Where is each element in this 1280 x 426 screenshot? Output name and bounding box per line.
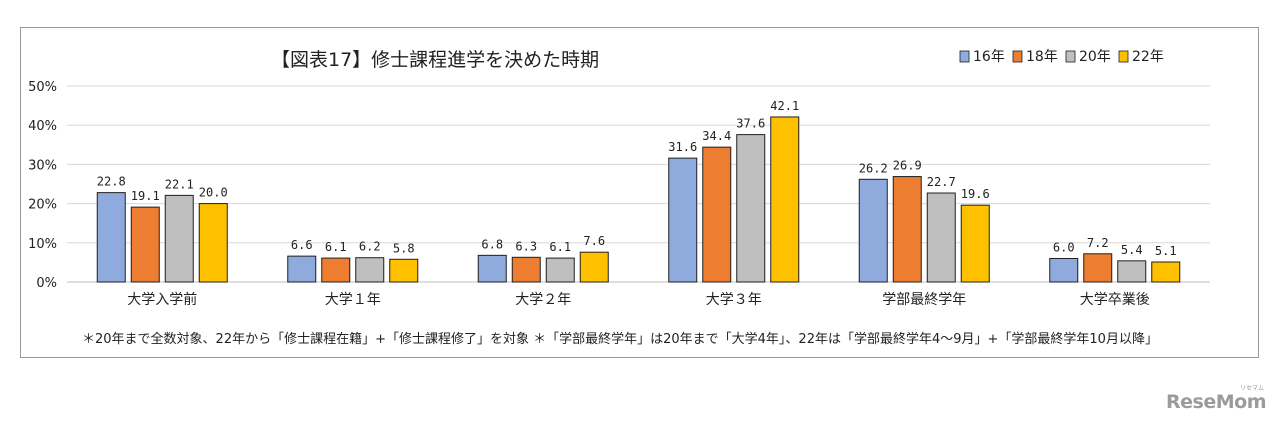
chart-frame — [20, 27, 1259, 358]
bar — [668, 157, 698, 283]
legend-swatch — [1012, 50, 1023, 63]
bar — [926, 192, 956, 283]
x-tick-label: 大学２年 — [515, 292, 571, 308]
bar — [858, 178, 888, 283]
bar — [198, 203, 228, 283]
logo-ruby: リセマム — [1239, 385, 1264, 392]
data-label: 26.2 — [859, 161, 888, 175]
legend-swatch — [1065, 50, 1076, 63]
legend-label: 20年 — [1079, 49, 1111, 65]
chart-title: 【図表17】修士課程進学を決めた時期 — [271, 49, 599, 71]
y-tick-label: 40% — [28, 119, 57, 134]
data-label: 6.1 — [549, 240, 571, 254]
bar — [1151, 261, 1181, 283]
data-label: 34.4 — [702, 129, 731, 143]
data-label: 5.1 — [1155, 244, 1177, 258]
data-label: 6.3 — [515, 239, 537, 253]
data-label: 19.6 — [961, 187, 990, 201]
y-axis-ticks: 0% 10% 20% 30% 40% 50% — [28, 80, 57, 291]
y-tick-label: 20% — [28, 198, 57, 213]
data-label: 22.1 — [165, 177, 194, 191]
legend: 16年 18年 20年 22年 — [959, 49, 1164, 65]
x-tick-label: 学部最終学年 — [882, 292, 966, 308]
data-label: 19.1 — [131, 189, 160, 203]
bar — [702, 146, 732, 283]
y-tick-label: 0% — [36, 276, 57, 291]
data-label: 7.6 — [583, 234, 605, 248]
footnote: ＊20年まで全数対象、22年から「修士課程在籍」+「修士課程修了」を対象 ＊「学… — [82, 332, 1158, 347]
bar — [164, 194, 194, 283]
bars — [96, 116, 1181, 283]
bar — [130, 206, 160, 283]
resemom-logo: ReseMom リセマム — [1166, 385, 1266, 413]
logo-text: ReseMom — [1166, 391, 1266, 413]
legend-label: 18年 — [1026, 49, 1058, 65]
bar — [579, 251, 609, 283]
bar — [545, 257, 575, 283]
data-label: 6.2 — [359, 240, 381, 254]
y-tick-label: 30% — [28, 158, 57, 173]
bar — [960, 204, 990, 283]
bar — [1083, 253, 1113, 283]
data-label: 37.6 — [736, 117, 765, 131]
data-label: 7.2 — [1087, 236, 1109, 250]
data-labels: 22.8 19.1 22.1 20.0 6.6 6.1 6.2 5.8 6.8 6.3 6.1 7.6… — [97, 99, 1177, 258]
legend-label: 16年 — [973, 49, 1005, 65]
y-tick-label: 50% — [28, 80, 57, 95]
gridlines — [67, 85, 1210, 283]
legend-swatch — [1118, 50, 1129, 63]
x-tick-label: 大学１年 — [325, 292, 381, 308]
data-label: 22.8 — [97, 175, 126, 189]
x-tick-label: 大学卒業後 — [1080, 292, 1150, 308]
bar — [1049, 257, 1079, 283]
bar — [511, 256, 541, 283]
data-label: 42.1 — [770, 99, 799, 113]
legend-swatch — [959, 50, 970, 63]
data-label: 6.0 — [1053, 240, 1075, 254]
y-tick-label: 10% — [28, 237, 57, 252]
bar — [96, 192, 126, 283]
data-label: 6.1 — [325, 240, 347, 254]
bar — [321, 257, 351, 283]
x-tick-label: 大学３年 — [706, 292, 762, 308]
data-label: 26.9 — [893, 159, 922, 173]
bar — [1117, 260, 1147, 283]
x-tick-label: 大学入学前 — [127, 291, 197, 308]
data-label: 20.0 — [199, 186, 228, 200]
data-label: 31.6 — [668, 140, 697, 154]
bar — [355, 257, 385, 283]
bar — [892, 176, 922, 283]
x-axis-labels: 大学入学前 大学１年 大学２年 大学３年 学部最終学年 大学卒業後 — [127, 291, 1150, 308]
bar — [736, 134, 766, 283]
data-label: 5.8 — [393, 241, 415, 255]
data-label: 6.8 — [481, 237, 503, 251]
bar — [389, 258, 419, 283]
data-label: 6.6 — [291, 238, 313, 252]
legend-label: 22年 — [1132, 49, 1164, 65]
data-label: 22.7 — [927, 175, 956, 189]
bar — [770, 116, 800, 283]
bar — [477, 254, 507, 283]
bar — [287, 255, 317, 283]
data-label: 5.4 — [1121, 243, 1143, 257]
